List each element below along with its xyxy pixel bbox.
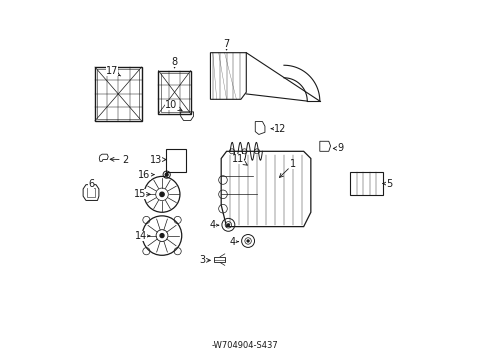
Text: 10: 10 (165, 100, 182, 111)
Text: 3: 3 (199, 255, 210, 265)
Text: 12: 12 (271, 124, 286, 134)
Text: 15: 15 (133, 189, 150, 199)
Text: 8: 8 (171, 57, 177, 68)
Text: 16: 16 (138, 170, 154, 180)
Text: 9: 9 (333, 143, 343, 153)
Bar (87, 188, 94, 197)
Text: 4: 4 (209, 220, 218, 230)
Text: 5: 5 (382, 179, 391, 189)
Bar (97, 69, 139, 119)
Bar (165, 149, 185, 172)
Bar (349, 172, 382, 195)
Bar (160, 73, 188, 112)
Text: 2: 2 (110, 154, 128, 165)
Circle shape (160, 192, 164, 197)
Circle shape (246, 240, 248, 242)
Circle shape (160, 234, 163, 238)
Text: 11: 11 (232, 154, 247, 165)
Bar (214, 257, 224, 262)
Text: 14: 14 (134, 231, 149, 241)
Bar (95, 67, 142, 121)
Text: 7: 7 (223, 39, 229, 50)
Text: -W704904-S437: -W704904-S437 (211, 341, 277, 350)
Text: 13: 13 (149, 154, 166, 165)
Circle shape (227, 224, 229, 226)
Circle shape (165, 173, 168, 176)
Bar (158, 71, 190, 114)
Text: 1: 1 (279, 159, 296, 177)
Text: 17: 17 (106, 66, 121, 76)
Text: 6: 6 (88, 179, 94, 189)
Text: 4: 4 (229, 237, 238, 247)
